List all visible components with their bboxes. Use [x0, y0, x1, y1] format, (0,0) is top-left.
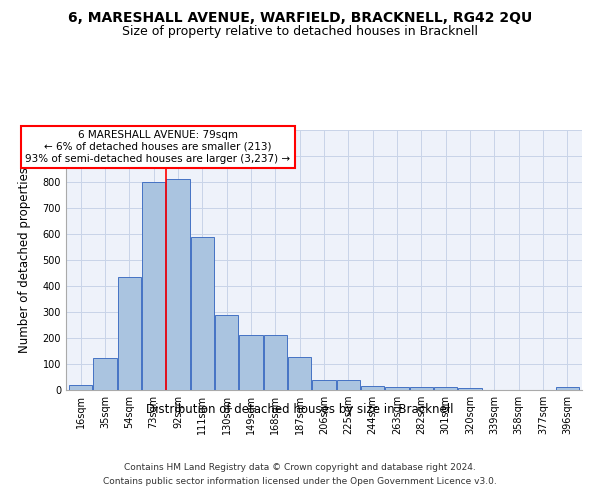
Bar — [69, 385, 92, 390]
Bar — [385, 387, 409, 390]
Bar — [288, 357, 311, 390]
Bar — [313, 380, 335, 390]
Text: Size of property relative to detached houses in Bracknell: Size of property relative to detached ho… — [122, 25, 478, 38]
Bar — [434, 388, 457, 390]
Text: 6 MARESHALL AVENUE: 79sqm
← 6% of detached houses are smaller (213)
93% of semi-: 6 MARESHALL AVENUE: 79sqm ← 6% of detach… — [25, 130, 290, 164]
Y-axis label: Number of detached properties: Number of detached properties — [18, 167, 31, 353]
Bar — [264, 334, 287, 390]
Bar — [94, 358, 116, 390]
Bar — [191, 236, 214, 390]
Text: Contains HM Land Registry data © Crown copyright and database right 2024.: Contains HM Land Registry data © Crown c… — [124, 462, 476, 471]
Bar — [239, 334, 263, 390]
Text: Contains public sector information licensed under the Open Government Licence v3: Contains public sector information licen… — [103, 478, 497, 486]
Bar — [410, 388, 433, 390]
Bar — [118, 277, 141, 390]
Text: Distribution of detached houses by size in Bracknell: Distribution of detached houses by size … — [146, 402, 454, 415]
Bar — [361, 386, 384, 390]
Bar — [337, 380, 360, 390]
Bar — [458, 388, 482, 390]
Bar — [215, 314, 238, 390]
Text: 6, MARESHALL AVENUE, WARFIELD, BRACKNELL, RG42 2QU: 6, MARESHALL AVENUE, WARFIELD, BRACKNELL… — [68, 11, 532, 25]
Bar — [142, 182, 165, 390]
Bar — [166, 180, 190, 390]
Bar — [556, 388, 579, 390]
